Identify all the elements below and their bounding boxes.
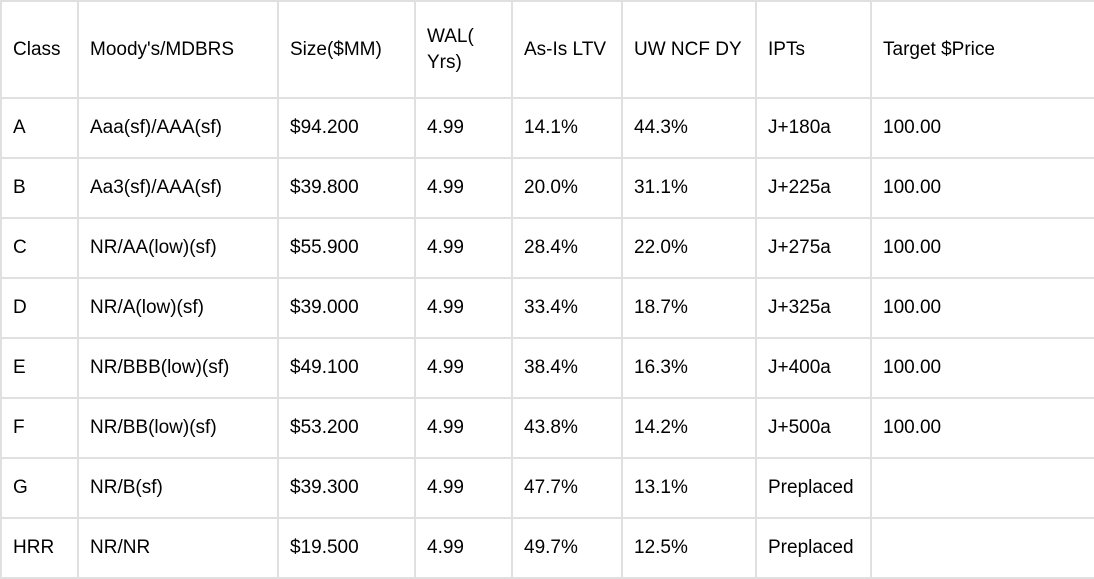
cell-class: G: [0, 457, 79, 519]
cell-ltv: 49.7%: [511, 517, 623, 579]
cell-ncf: 44.3%: [621, 97, 757, 159]
cell-rating: Aaa(sf)/AAA(sf): [77, 97, 279, 159]
cell-ltv: 43.8%: [511, 397, 623, 459]
header-class: Class: [0, 0, 79, 99]
cell-price: 100.00: [870, 157, 1094, 219]
cell-wal: 4.99: [414, 217, 513, 279]
cell-size: $19.500: [277, 517, 416, 579]
cell-wal: 4.99: [414, 517, 513, 579]
cell-rating: NR/A(low)(sf): [77, 277, 279, 339]
cell-class: C: [0, 217, 79, 279]
cell-ncf: 16.3%: [621, 337, 757, 399]
cell-ipts: J+325a: [755, 277, 872, 339]
table-row-class-f: F NR/BB(low)(sf) $53.200 4.99 43.8% 14.2…: [0, 397, 1094, 459]
cell-size: $49.100: [277, 337, 416, 399]
cell-rating: Aa3(sf)/AAA(sf): [77, 157, 279, 219]
header-ipts: IPTs: [755, 0, 872, 99]
header-price: Target $Price: [870, 0, 1094, 99]
cell-wal: 4.99: [414, 457, 513, 519]
cell-ipts: Preplaced: [755, 517, 872, 579]
cell-rating: NR/BB(low)(sf): [77, 397, 279, 459]
cell-size: $55.900: [277, 217, 416, 279]
cell-wal: 4.99: [414, 277, 513, 339]
cell-ncf: 12.5%: [621, 517, 757, 579]
cell-size: $94.200: [277, 97, 416, 159]
cell-ipts: J+500a: [755, 397, 872, 459]
cell-ncf: 22.0%: [621, 217, 757, 279]
cell-price: 100.00: [870, 217, 1094, 279]
cell-size: $39.300: [277, 457, 416, 519]
table-row-class-e: E NR/BBB(low)(sf) $49.100 4.99 38.4% 16.…: [0, 337, 1094, 399]
table-row-class-hrr: HRR NR/NR $19.500 4.99 49.7% 12.5% Prepl…: [0, 517, 1094, 579]
cell-class: HRR: [0, 517, 79, 579]
cell-class: D: [0, 277, 79, 339]
cell-wal: 4.99: [414, 397, 513, 459]
cell-ncf: 31.1%: [621, 157, 757, 219]
cell-size: $39.800: [277, 157, 416, 219]
cell-wal: 4.99: [414, 157, 513, 219]
cell-ncf: 14.2%: [621, 397, 757, 459]
cell-ncf: 18.7%: [621, 277, 757, 339]
cell-price: 100.00: [870, 397, 1094, 459]
cell-price: [870, 517, 1094, 579]
cell-rating: NR/NR: [77, 517, 279, 579]
cell-ncf: 13.1%: [621, 457, 757, 519]
cell-ipts: J+180a: [755, 97, 872, 159]
header-ltv: As-Is LTV: [511, 0, 623, 99]
cell-class: E: [0, 337, 79, 399]
cell-price: 100.00: [870, 277, 1094, 339]
table-row-class-b: B Aa3(sf)/AAA(sf) $39.800 4.99 20.0% 31.…: [0, 157, 1094, 219]
header-size: Size($MM): [277, 0, 416, 99]
cell-rating: NR/BBB(low)(sf): [77, 337, 279, 399]
cell-ltv: 20.0%: [511, 157, 623, 219]
cell-ltv: 33.4%: [511, 277, 623, 339]
cell-price: [870, 457, 1094, 519]
table-row-class-g: G NR/B(sf) $39.300 4.99 47.7% 13.1% Prep…: [0, 457, 1094, 519]
cell-rating: NR/AA(low)(sf): [77, 217, 279, 279]
cell-ltv: 14.1%: [511, 97, 623, 159]
cell-size: $53.200: [277, 397, 416, 459]
cell-class: A: [0, 97, 79, 159]
cell-ltv: 28.4%: [511, 217, 623, 279]
table-row-class-c: C NR/AA(low)(sf) $55.900 4.99 28.4% 22.0…: [0, 217, 1094, 279]
cell-wal: 4.99: [414, 337, 513, 399]
cell-class: B: [0, 157, 79, 219]
cell-ipts: J+275a: [755, 217, 872, 279]
cell-class: F: [0, 397, 79, 459]
header-ncf: UW NCF DY: [621, 0, 757, 99]
cell-ltv: 47.7%: [511, 457, 623, 519]
cell-rating: NR/B(sf): [77, 457, 279, 519]
cell-wal: 4.99: [414, 97, 513, 159]
cell-ipts: J+400a: [755, 337, 872, 399]
cell-ipts: J+225a: [755, 157, 872, 219]
table-row-class-a: A Aaa(sf)/AAA(sf) $94.200 4.99 14.1% 44.…: [0, 97, 1094, 159]
cell-ipts: Preplaced: [755, 457, 872, 519]
header-rating: Moody's/MDBRS: [77, 0, 279, 99]
header-wal: WAL( Yrs): [414, 0, 513, 99]
cell-price: 100.00: [870, 337, 1094, 399]
cell-ltv: 38.4%: [511, 337, 623, 399]
cell-size: $39.000: [277, 277, 416, 339]
table-header-row: Class Moody's/MDBRS Size($MM) WAL( Yrs) …: [0, 0, 1094, 99]
cell-price: 100.00: [870, 97, 1094, 159]
table-row-class-d: D NR/A(low)(sf) $39.000 4.99 33.4% 18.7%…: [0, 277, 1094, 339]
